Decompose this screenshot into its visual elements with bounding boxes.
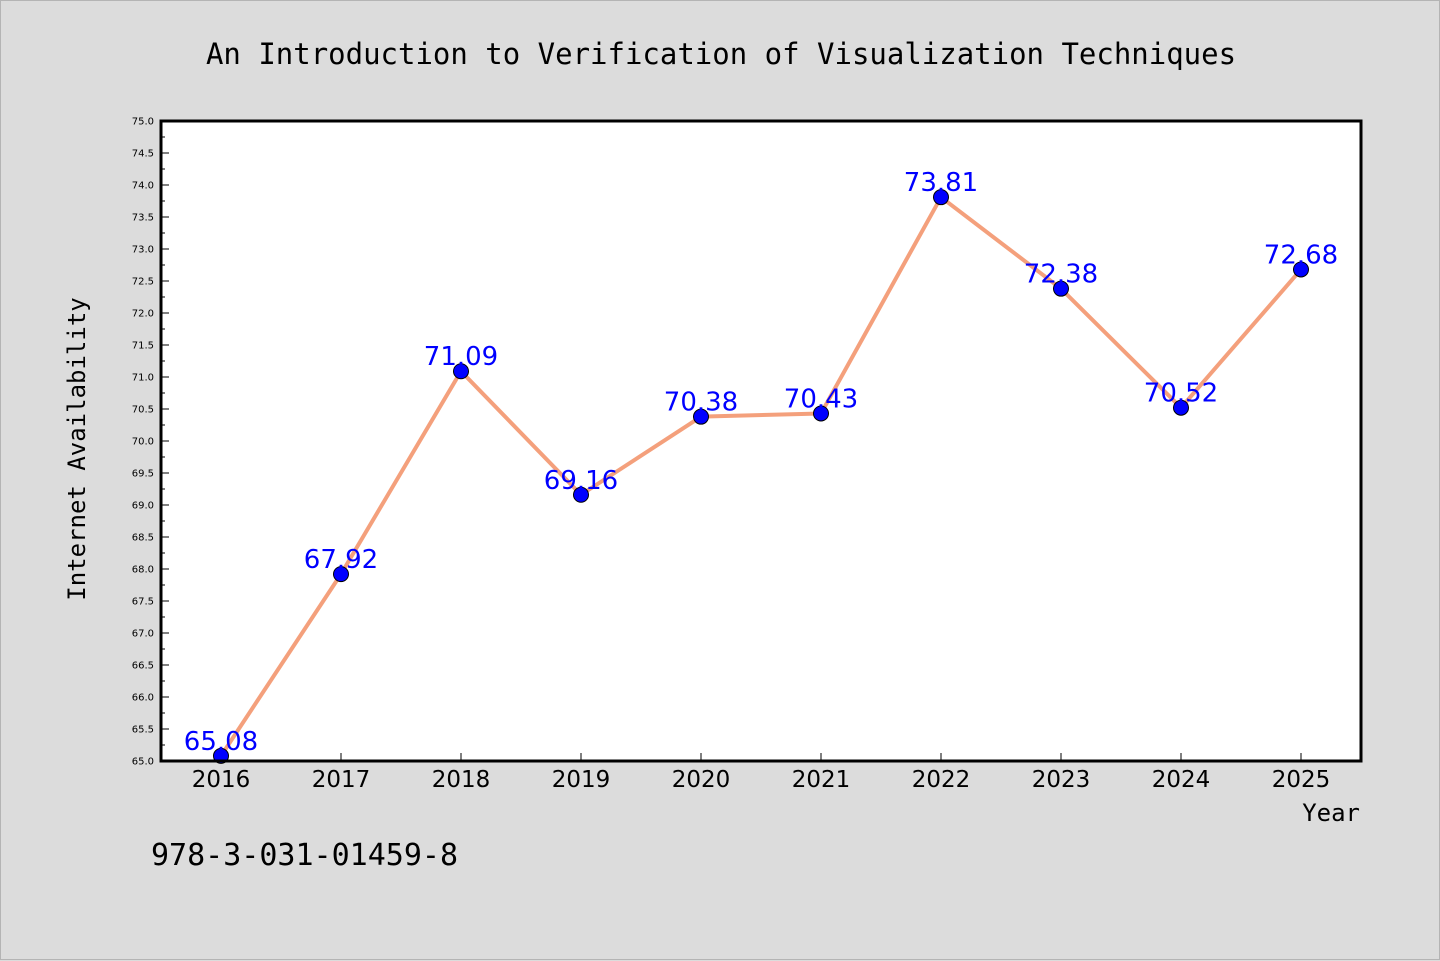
y-tick-label: 68.0: [132, 565, 154, 576]
data-label: 65.08: [184, 727, 258, 757]
y-tick-label: 67.0: [132, 629, 154, 640]
chart-title: An Introduction to Verification of Visua…: [206, 37, 1236, 71]
y-tick-label: 69.5: [132, 469, 154, 480]
y-tick-label: 66.0: [132, 693, 154, 704]
x-axis: 2016 2017 2018 2019 2020 2021 2022 2023 2024 2025: [192, 753, 1331, 793]
data-labels: 65.08 67.92 71.09 69.16 70.38 70.43 73.81 72.38…: [184, 168, 1338, 757]
x-tick-label: 2021: [792, 767, 851, 793]
plot-area: [161, 121, 1361, 761]
plot-frame: [159, 119, 1363, 763]
x-tick-label: 2023: [1032, 767, 1091, 793]
y-tick-label: 74.5: [132, 149, 154, 160]
series-line: [219, 195, 1303, 757]
y-tick-label: 71.5: [132, 341, 154, 352]
y-tick-label: 65.5: [132, 725, 154, 736]
x-tick-label: 2024: [1152, 767, 1211, 793]
data-label: 67.92: [304, 545, 378, 575]
y-tick-label: 68.5: [132, 533, 154, 544]
y-tick-label: 67.5: [132, 597, 154, 608]
data-point: [1173, 399, 1189, 416]
y-axis: 65.0 65.5 66.0 66.5 67.0 67.5 68.0 68.5 69.0 69.5…: [132, 117, 169, 768]
y-tick-label: 69.0: [132, 501, 154, 512]
data-point: [933, 189, 949, 206]
data-label: 73.81: [904, 168, 978, 198]
x-axis-title: Year: [1302, 799, 1360, 827]
y-tick-label: 71.0: [132, 373, 154, 384]
x-tick-label: 2019: [552, 767, 611, 793]
x-tick-label: 2020: [672, 767, 731, 793]
x-tick-label: 2018: [432, 767, 491, 793]
y-tick-label: 73.0: [132, 245, 154, 256]
data-point: [1053, 280, 1069, 297]
y-tick-label: 74.0: [132, 181, 154, 192]
y-tick-label: 72.0: [132, 309, 154, 320]
data-label: 72.38: [1024, 260, 1098, 290]
x-tick-label: 2025: [1272, 767, 1331, 793]
x-tick-label: 2017: [312, 767, 371, 793]
y-tick-label: 66.5: [132, 661, 154, 672]
data-point: [453, 363, 469, 380]
y-tick-label: 65.0: [132, 757, 154, 768]
data-label: 70.52: [1144, 379, 1218, 409]
data-point: [813, 405, 829, 422]
x-tick-label: 2016: [192, 767, 251, 793]
data-markers: [213, 189, 1309, 764]
x-tick-label: 2022: [912, 767, 971, 793]
data-label: 70.43: [784, 384, 858, 414]
y-tick-label: 70.5: [132, 405, 154, 416]
y-tick-label: 75.0: [132, 117, 154, 128]
data-label: 72.68: [1264, 240, 1338, 270]
y-tick-label: 70.0: [132, 437, 154, 448]
data-label: 70.38: [664, 388, 738, 418]
y-tick-label: 73.5: [132, 213, 154, 224]
y-tick-label: 72.5: [132, 277, 154, 288]
data-point: [693, 408, 709, 425]
data-point: [333, 566, 349, 583]
data-label: 69.16: [544, 466, 618, 496]
data-point: [1293, 261, 1309, 278]
data-label: 71.09: [424, 342, 498, 372]
isbn-annotation: 978-3-031-01459-8: [151, 838, 458, 873]
y-axis-title: Internet Availability: [63, 297, 91, 600]
data-point: [573, 486, 589, 503]
